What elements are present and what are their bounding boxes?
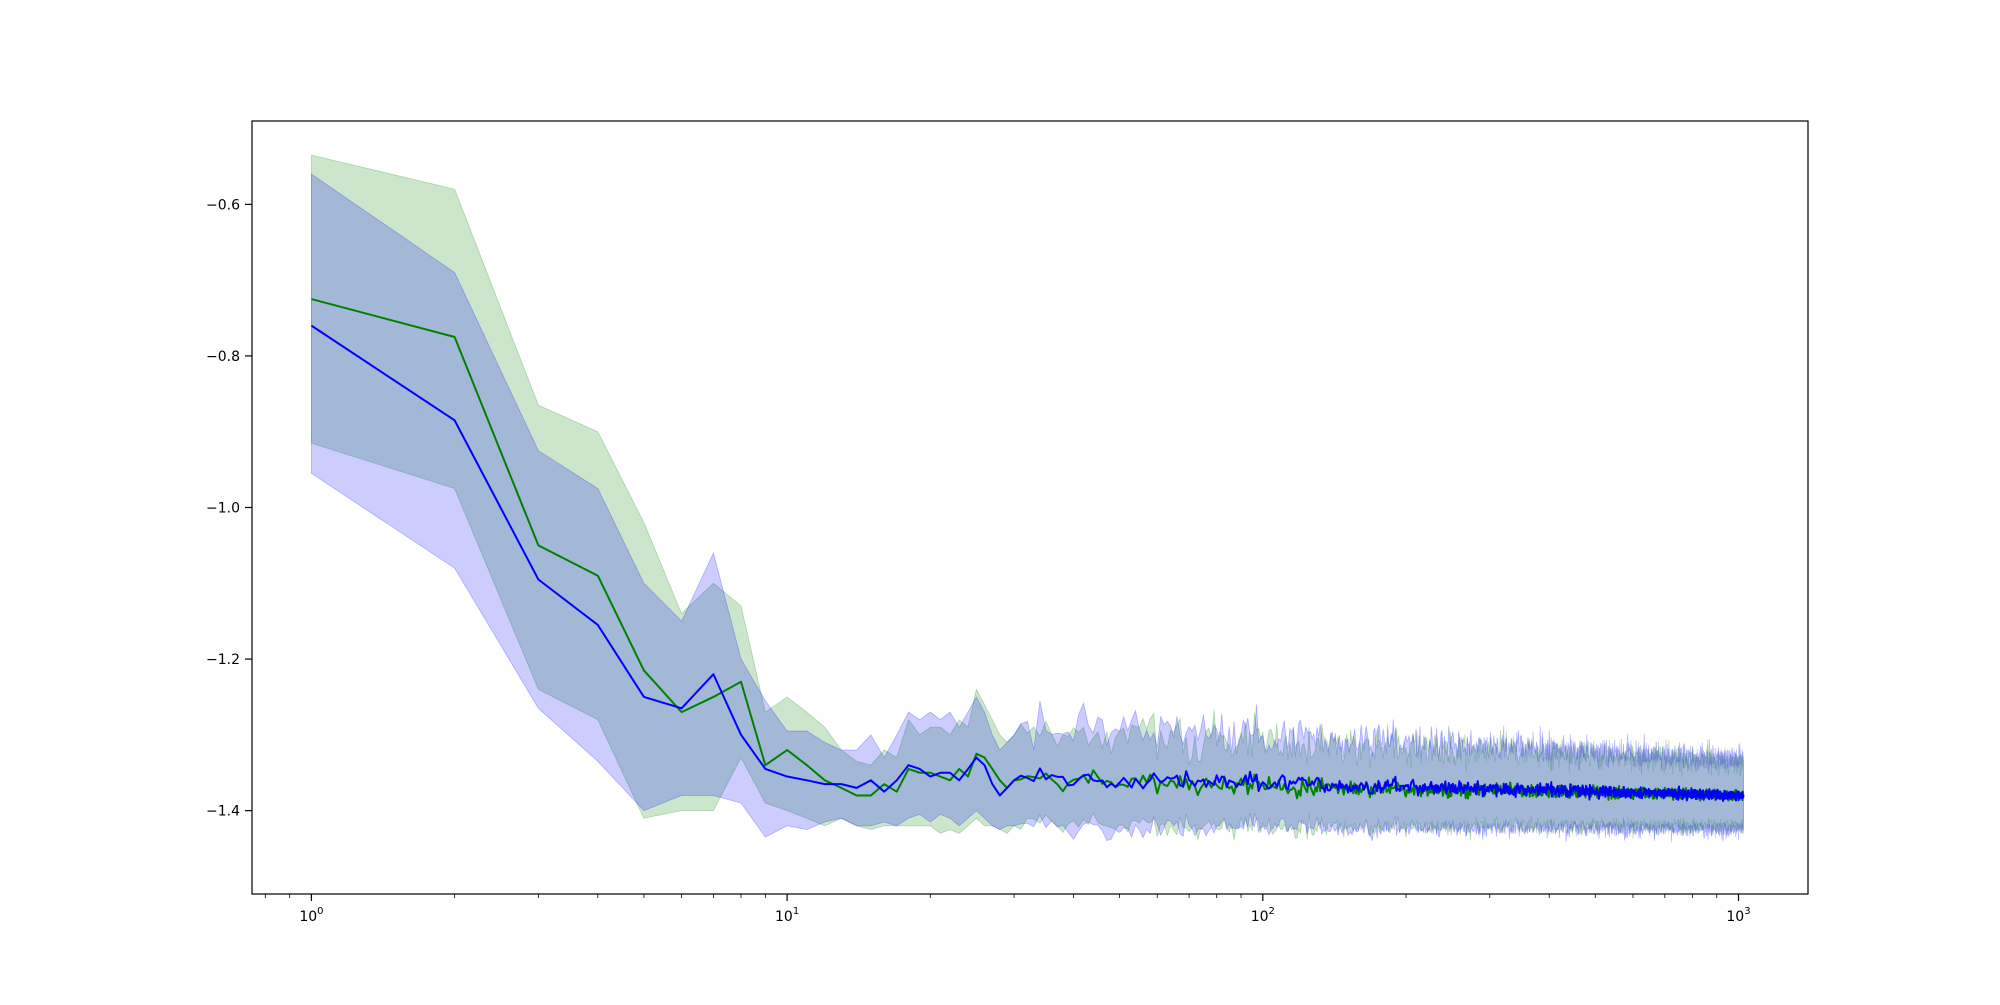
confidence-bands: [311, 154, 1744, 843]
series-2-band: [311, 173, 1744, 843]
y-tick-label: −1.2: [206, 652, 240, 668]
y-tick-label: −1.0: [206, 501, 240, 517]
series-2-line: [310, 324, 1745, 803]
x-tick-label: 103: [1726, 906, 1750, 925]
series-lines: [310, 298, 1745, 803]
x-tick-label: 101: [775, 906, 799, 925]
y-tick-label: −0.6: [206, 197, 240, 213]
y-tick-label: −0.8: [206, 349, 240, 365]
series-1-band: [311, 154, 1744, 841]
x-axis-ticks: 100 101 102 103: [264, 894, 1751, 925]
y-axis-ticks: −1.4 −1.2 −1.0 −0.8 −0.6: [206, 197, 252, 820]
x-tick-label: 100: [299, 906, 323, 925]
x-tick-label: 102: [1251, 906, 1275, 925]
y-tick-label: −1.4: [206, 804, 240, 820]
